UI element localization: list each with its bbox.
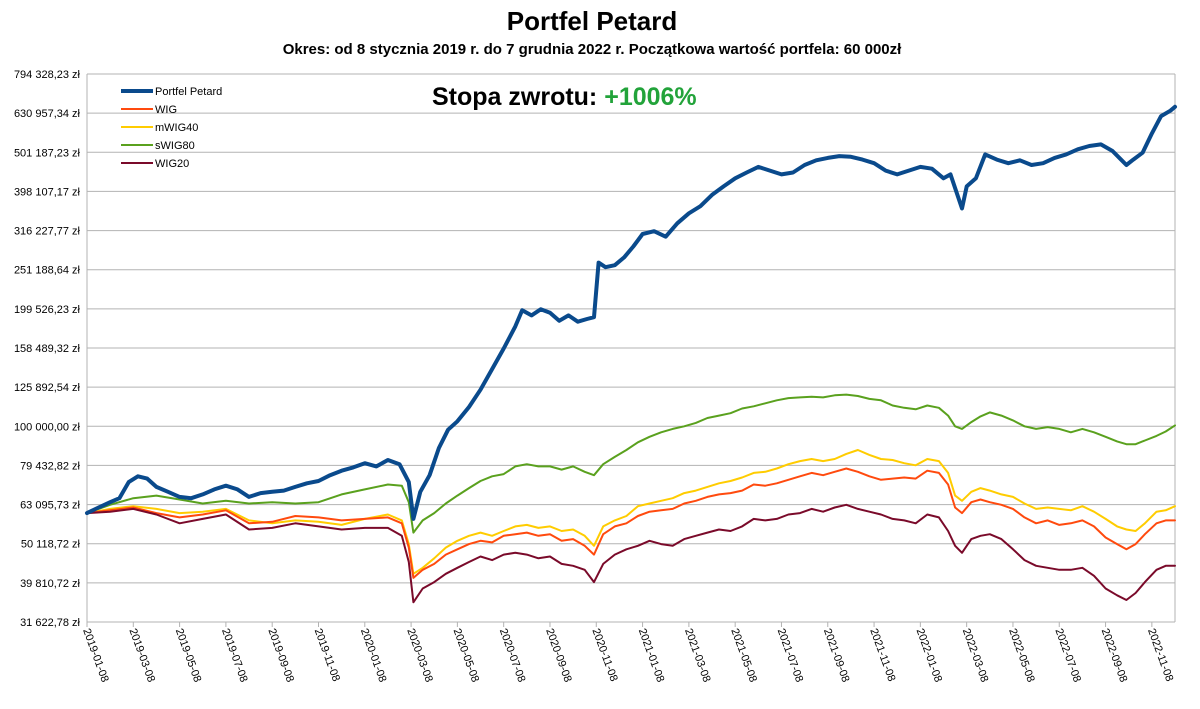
x-tick-label: 2022-11-08 <box>1145 627 1175 683</box>
x-tick-label: 2019-11-08 <box>312 627 342 683</box>
legend-label: sWIG80 <box>155 140 195 152</box>
x-tick-label: 2021-03-08 <box>682 627 713 684</box>
y-tick-label: 398 107,17 zł <box>14 186 81 198</box>
x-axis-tick-labels: 2019-01-08 2019-03-08 2019-05-08 2019-07-08… <box>80 622 1175 684</box>
x-tick-label: 2022-05-08 <box>1006 627 1037 684</box>
chart-title: Portfel Petard <box>507 6 678 36</box>
y-tick-label: 630 957,34 zł <box>14 108 81 120</box>
grid-lines <box>86 73 1176 623</box>
y-tick-label: 100 000,00 zł <box>14 421 81 433</box>
legend: Portfel Petard WIG mWIG40 sWIG80 WIG20 <box>121 86 222 170</box>
series-line-mwig40 <box>86 449 1176 575</box>
y-tick-label: 158 489,32 zł <box>14 343 81 355</box>
series-lines <box>85 104 1177 604</box>
y-tick-label: 125 892,54 zł <box>14 382 81 394</box>
y-tick-label: 50 118,72 zł <box>21 539 81 551</box>
x-tick-label: 2020-09-08 <box>543 627 574 684</box>
legend-label: WIG <box>155 104 177 116</box>
x-tick-label: 2019-03-08 <box>126 627 157 684</box>
x-tick-label: 2021-09-08 <box>821 627 852 684</box>
x-tick-label: 2022-03-08 <box>960 627 991 684</box>
x-tick-label: 2019-07-08 <box>219 627 250 684</box>
x-tick-label: 2022-09-08 <box>1099 627 1130 684</box>
y-tick-label: 316 227,77 zł <box>14 226 81 238</box>
y-tick-label: 794 328,23 zł <box>14 69 81 81</box>
return-value: +1006% <box>604 83 696 111</box>
y-tick-label: 39 810,72 zł <box>20 578 80 590</box>
x-tick-label: 2022-01-08 <box>914 627 945 684</box>
series-line-swig80 <box>86 393 1176 534</box>
y-tick-label: 31 622,78 zł <box>20 617 80 629</box>
x-tick-label: 2019-05-08 <box>173 627 204 684</box>
y-tick-label: 79 432,82 zł <box>20 460 80 472</box>
x-tick-label: 2020-05-08 <box>451 627 482 684</box>
series-line-wig <box>86 467 1176 579</box>
x-tick-label: 2021-11-08 <box>867 627 897 683</box>
return-label: Stopa zwrotu: <box>432 83 604 111</box>
x-tick-label: 2019-09-08 <box>265 627 296 684</box>
y-tick-label: 251 188,64 zł <box>14 265 81 277</box>
series-line-wig20 <box>86 503 1176 604</box>
y-axis-tick-labels: 31 622,78 zł 39 810,72 zł 50 118,72 zł 63 0… <box>14 69 81 629</box>
x-tick-label: 2020-07-08 <box>497 627 528 684</box>
x-tick-label: 2022-07-08 <box>1052 627 1083 684</box>
x-tick-label: 2021-05-08 <box>728 627 759 684</box>
y-tick-label: 501 187,23 zł <box>14 147 81 159</box>
chart-subtitle: Okres: od 8 stycznia 2019 r. do 7 grudni… <box>283 41 902 58</box>
y-tick-label: 63 095,73 zł <box>20 500 80 512</box>
x-tick-label: 2020-01-08 <box>358 627 389 684</box>
x-tick-label: 2020-03-08 <box>404 627 435 684</box>
x-tick-label: 2021-07-08 <box>775 627 806 684</box>
series-line-portfel-petard <box>85 104 1177 521</box>
y-tick-label: 199 526,23 zł <box>14 304 81 316</box>
legend-label: Portfel Petard <box>155 86 222 98</box>
x-tick-label: 2021-01-08 <box>636 627 667 684</box>
return-annotation: Stopa zwrotu: +1006% <box>432 83 697 111</box>
legend-label: WIG20 <box>155 158 189 170</box>
x-tick-label: 2019-01-08 <box>80 627 111 684</box>
legend-label: mWIG40 <box>155 122 198 134</box>
x-tick-label: 2020-11-08 <box>589 627 619 683</box>
